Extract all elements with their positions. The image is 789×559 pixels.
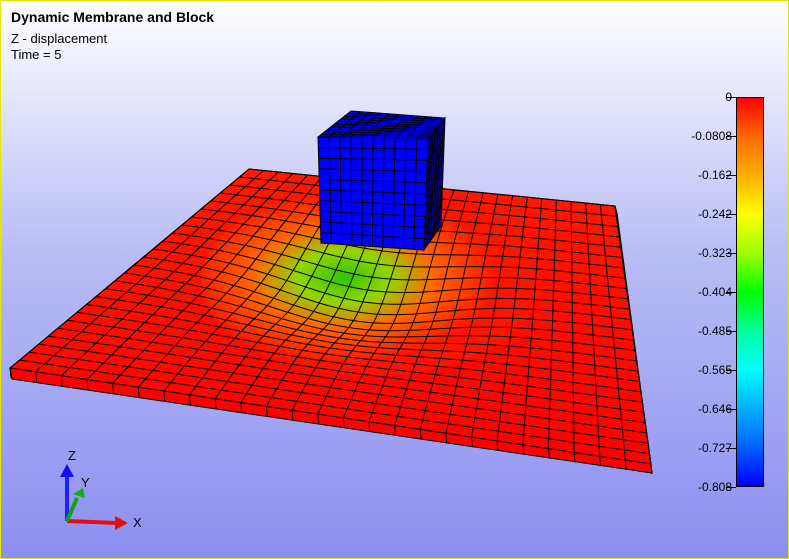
legend-label: -0.808 <box>697 480 732 494</box>
legend-tick <box>726 136 736 137</box>
legend-label: -0.646 <box>697 402 732 416</box>
z-axis-label: Z <box>68 448 76 463</box>
x-axis-label: X <box>133 515 142 530</box>
membrane-front-edge <box>9 205 653 475</box>
plot-title: Dynamic Membrane and Block <box>11 9 215 25</box>
legend-label: -0.565 <box>697 363 732 377</box>
legend-label: 0 <box>725 90 732 104</box>
legend-tick <box>726 253 736 254</box>
x-axis-arrow-icon <box>115 516 128 530</box>
z-axis-arrow-icon <box>60 464 74 477</box>
legend-label: -0.162 <box>697 168 732 182</box>
legend-tick <box>726 214 736 215</box>
color-legend-bar <box>736 97 764 487</box>
legend-label: -0.323 <box>697 246 732 260</box>
legend-tick <box>726 370 736 371</box>
variable-label: Z - displacement <box>11 31 108 46</box>
axis-triad <box>60 464 128 530</box>
y-axis-arrow-icon <box>73 488 85 498</box>
legend-label: -0.485 <box>697 324 732 338</box>
y-axis-label: Y <box>81 475 90 490</box>
legend-tick <box>726 175 736 176</box>
time-label: Time = 5 <box>11 47 62 62</box>
block <box>316 110 447 252</box>
legend-tick <box>726 331 736 332</box>
legend-tick <box>726 97 736 98</box>
legend-tick <box>726 409 736 410</box>
legend-label: -0.727 <box>697 441 732 455</box>
legend-tick <box>726 292 736 293</box>
legend-tick <box>726 487 736 488</box>
legend-tick <box>726 448 736 449</box>
legend-label: -0.0808 <box>691 129 732 143</box>
legend-label: -0.404 <box>697 285 732 299</box>
legend-label: -0.242 <box>697 207 732 221</box>
